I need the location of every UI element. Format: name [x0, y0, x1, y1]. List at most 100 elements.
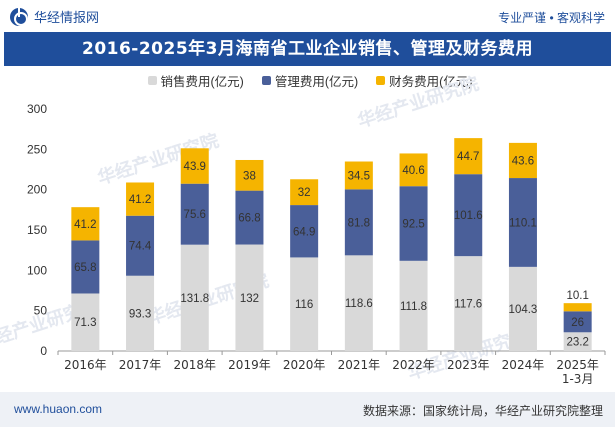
- x-tick-label: 2022年: [392, 358, 435, 372]
- y-tick-label: 300: [27, 102, 47, 116]
- y-tick-label: 50: [34, 304, 48, 318]
- top-bar: 华经情报网 专业严谨 • 客观科学: [0, 0, 615, 32]
- bar-segment: [290, 205, 319, 258]
- data-label: 40.6: [402, 165, 424, 177]
- data-label: 74.4: [129, 241, 152, 253]
- data-label: 64.9: [293, 226, 315, 238]
- data-label: 71.3: [74, 317, 96, 329]
- x-tick-label: 2023年: [447, 358, 490, 372]
- legend-label-finance: 财务费用(亿元): [389, 75, 473, 89]
- bar-segment: [235, 244, 264, 351]
- data-label: 75.6: [184, 209, 206, 221]
- bar-segment: [399, 186, 428, 261]
- data-label: 116: [295, 299, 313, 311]
- x-tick-label: 2025年: [556, 358, 599, 372]
- y-tick-label: 150: [27, 223, 47, 237]
- data-label: 34.5: [348, 170, 370, 182]
- bar-segment: [180, 148, 209, 184]
- legend-label-sales: 销售费用(亿元): [160, 75, 244, 89]
- chart-legend: 销售费用(亿元) 管理费用(亿元) 财务费用(亿元): [100, 71, 520, 90]
- data-label: 43.6: [512, 155, 534, 167]
- bar-segment: [454, 256, 483, 351]
- x-tick-label: 2018年: [173, 358, 216, 372]
- data-label: 66.8: [238, 213, 260, 225]
- bar-segment: [508, 142, 537, 179]
- x-tick-label: 2019年: [228, 358, 271, 372]
- data-label: 44.7: [457, 151, 479, 163]
- bar-segment: [344, 255, 373, 351]
- data-label: 65.8: [74, 262, 96, 274]
- bar-segment: [290, 179, 319, 206]
- data-label: 101.6: [454, 210, 483, 222]
- data-label: 38: [243, 170, 256, 182]
- stacked-bar-chart: 华经产业研究院华经产业研究院华经产业研究院华经产业研究院华经产业研究院05010…: [0, 72, 606, 386]
- legend-swatch-management: [261, 76, 271, 85]
- chart-title: 2016-2025年3月海南省工业企业销售、管理及财务费用: [81, 39, 533, 59]
- bar-segment: [454, 174, 483, 257]
- bar-segment: [126, 275, 155, 351]
- data-label: 41.2: [129, 194, 151, 206]
- x-tick-label: 2020年: [283, 358, 326, 372]
- data-label: 26: [571, 317, 584, 329]
- data-label: 93.3: [129, 308, 151, 320]
- x-tick-label: 2024年: [502, 358, 545, 372]
- bar-segment: [71, 207, 100, 241]
- data-label: 43.9: [184, 161, 206, 173]
- bar-segment: [180, 183, 209, 245]
- data-label: 23.2: [566, 337, 588, 349]
- legend-item-sales: 销售费用(亿元): [147, 71, 244, 90]
- y-tick-label: 200: [27, 183, 47, 197]
- title-bar: 2016-2025年3月海南省工业企业销售、管理及财务费用: [4, 32, 611, 66]
- footer-url[interactable]: www.huaon.com: [14, 402, 103, 416]
- data-label: 131.8: [180, 293, 209, 305]
- data-label: 92.5: [402, 219, 424, 231]
- bar-segment: [508, 178, 537, 267]
- bar-segment: [180, 244, 209, 351]
- footer-source: 数据来源：国家统计局，华经产业研究院整理: [362, 404, 603, 418]
- y-tick-label: 250: [27, 142, 47, 156]
- bar-segment: [399, 153, 428, 187]
- data-label: 118.6: [345, 298, 373, 310]
- data-label: 10.1: [566, 290, 588, 302]
- data-label: 81.8: [348, 217, 370, 229]
- watermark-text: 华经产业研究院: [355, 72, 482, 132]
- slogan: 专业严谨 • 客观科学: [498, 11, 605, 25]
- bar-segment: [290, 257, 319, 351]
- brand-name: 华经情报网: [34, 10, 100, 25]
- bar-segment: [71, 240, 100, 294]
- bar-segment: [344, 189, 373, 256]
- y-tick-label: 100: [27, 263, 47, 277]
- bar-segment: [126, 215, 155, 276]
- bar-segment: [344, 161, 373, 190]
- bar-segment: [454, 138, 483, 175]
- legend-swatch-finance: [376, 76, 386, 85]
- bar-segment: [563, 311, 592, 333]
- data-label: 110.1: [509, 217, 537, 229]
- legend-label-management: 管理费用(亿元): [274, 75, 359, 89]
- data-label: 104.3: [509, 304, 538, 316]
- legend-item-management: 管理费用(亿元): [261, 71, 359, 90]
- data-label: 111.8: [400, 301, 427, 313]
- bar-segment: [399, 260, 428, 351]
- data-label: 32: [298, 187, 311, 199]
- legend-item-finance: 财务费用(亿元): [376, 71, 472, 90]
- legend-swatch-sales: [147, 76, 157, 85]
- brand-logo-icon: [10, 7, 28, 26]
- brand: 华经情报网: [10, 7, 99, 26]
- bar-segment: [71, 293, 100, 351]
- x-tick-label: 1-3月: [562, 372, 594, 386]
- bar-segment: [508, 266, 537, 351]
- bar-segment: [235, 190, 264, 245]
- data-label: 132: [240, 293, 259, 305]
- bar-segment: [563, 332, 592, 351]
- bar-segment: [235, 159, 264, 191]
- data-label: 41.2: [74, 219, 96, 231]
- x-tick-label: 2017年: [119, 358, 162, 372]
- x-tick-label: 2016年: [64, 358, 107, 372]
- x-tick-label: 2021年: [338, 358, 381, 372]
- data-label: 117.6: [454, 299, 482, 311]
- footer: www.huaon.com 数据来源：国家统计局，华经产业研究院整理: [0, 392, 615, 427]
- y-tick-label: 0: [40, 344, 47, 358]
- bar-segment: [563, 303, 592, 312]
- bar-segment: [126, 182, 155, 216]
